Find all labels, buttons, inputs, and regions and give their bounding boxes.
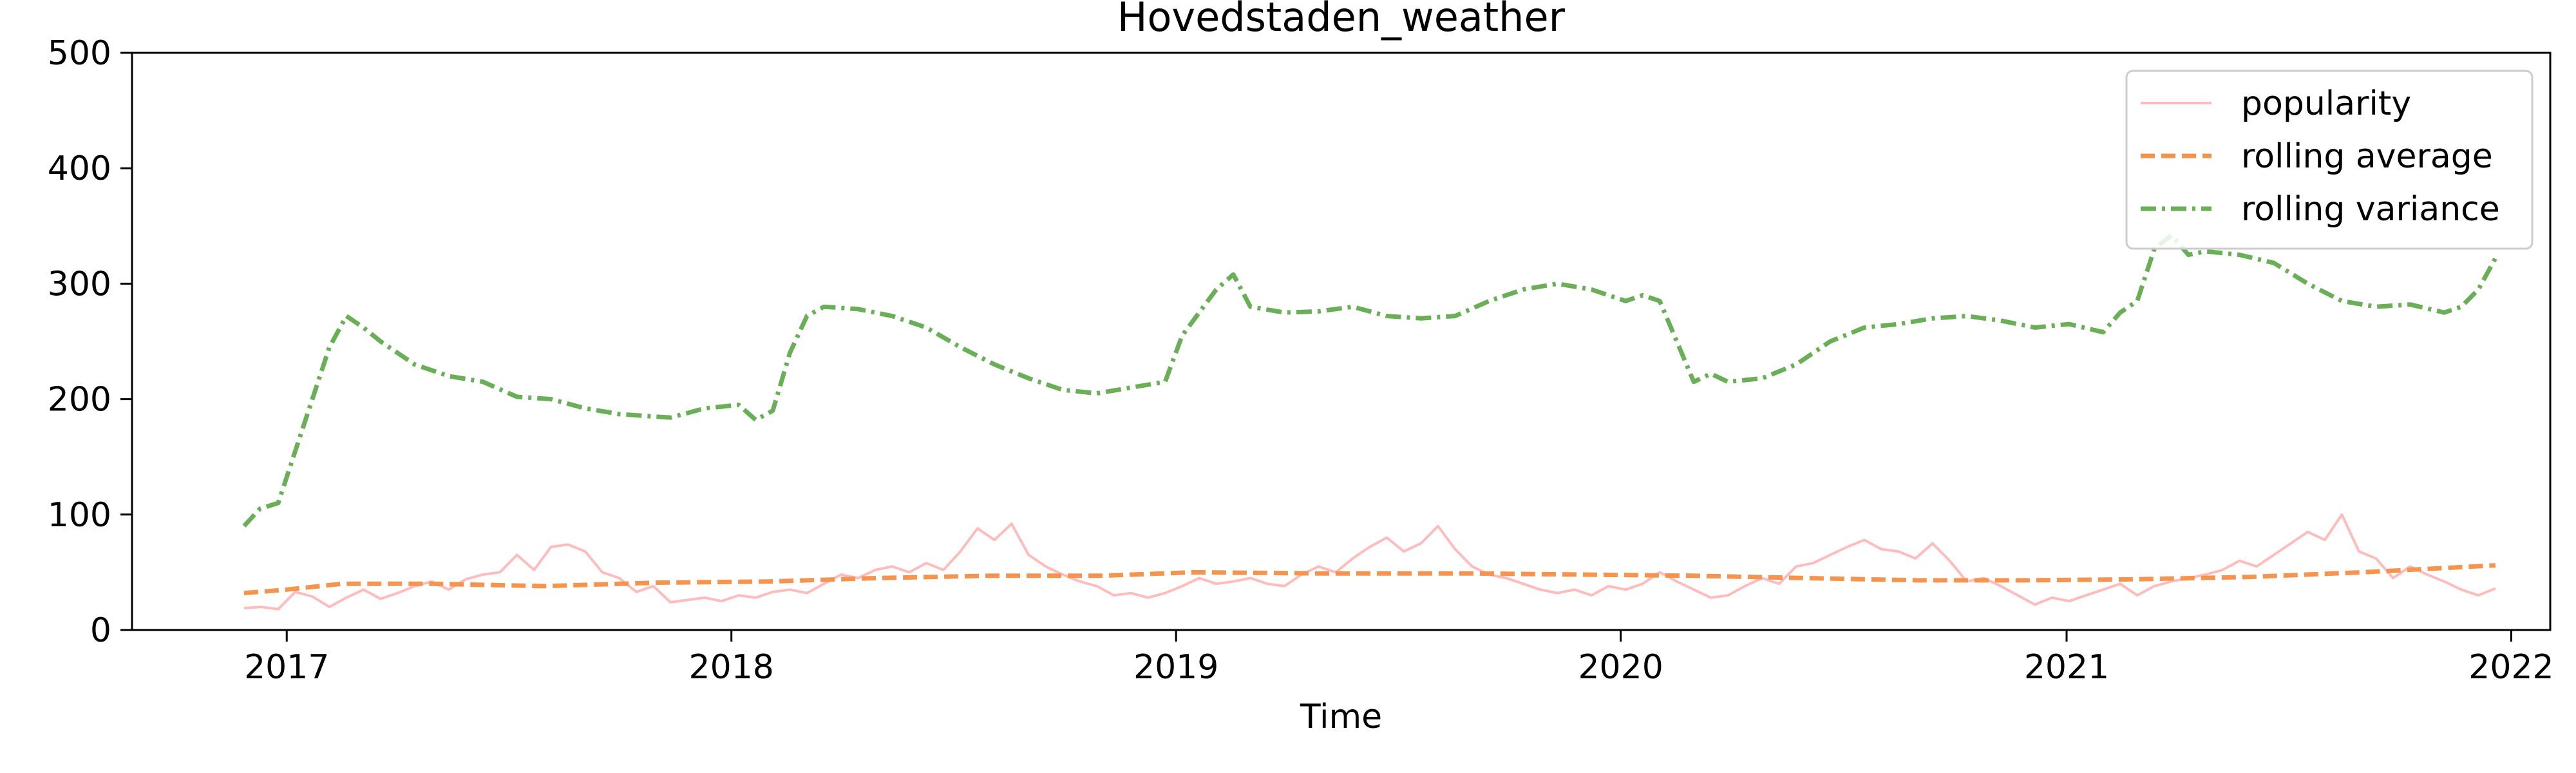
legend-label: popularity xyxy=(2241,84,2411,123)
x-tick-label: 2018 xyxy=(689,648,774,687)
y-axis: 0 100 200 300 400 500 xyxy=(48,34,132,650)
legend-label: rolling variance xyxy=(2241,190,2500,229)
x-tick-label: 2019 xyxy=(1133,648,1218,687)
series-line-2 xyxy=(242,233,2497,528)
legend-box xyxy=(2125,70,2533,250)
y-tick-label: 100 xyxy=(48,496,111,535)
series-line-0 xyxy=(243,513,2496,611)
legend-label: rolling average xyxy=(2241,137,2493,176)
x-tick-label: 2020 xyxy=(1578,648,1663,687)
x-axis: 2017 2018 2019 2020 2021 2022 xyxy=(244,630,2554,687)
y-tick-label: 400 xyxy=(48,149,111,188)
x-axis-title: Time xyxy=(1300,698,1382,736)
chart-title: Hovedstaden_weather xyxy=(1117,0,1566,41)
y-tick-label: 500 xyxy=(48,34,111,73)
x-tick-label: 2021 xyxy=(2024,648,2109,687)
legend: popularity rolling average rolling varianc… xyxy=(2125,70,2533,250)
y-tick-label: 0 xyxy=(90,611,111,650)
x-tick-label: 2022 xyxy=(2468,648,2553,687)
series-layer xyxy=(242,233,2497,611)
plot-frame xyxy=(131,52,2552,631)
y-tick-label: 200 xyxy=(48,381,111,419)
x-tick-label: 2017 xyxy=(244,648,329,687)
y-tick-label: 300 xyxy=(48,265,111,303)
series-line-1 xyxy=(243,563,2496,596)
